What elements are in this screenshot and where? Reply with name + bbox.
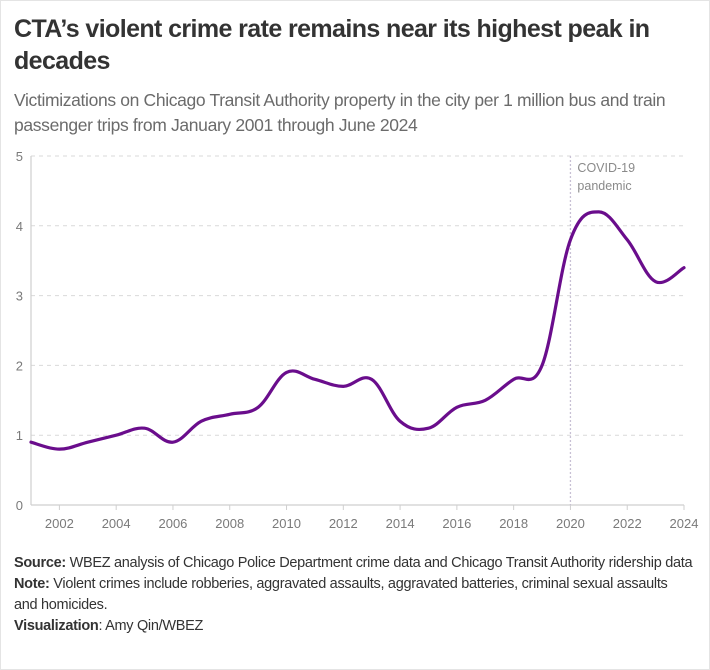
y-tick-label: 2 <box>16 358 23 373</box>
viz-text: : Amy Qin/WBEZ <box>98 618 204 634</box>
x-tick-label: 2024 <box>670 516 699 531</box>
x-tick-label: 2016 <box>442 516 471 531</box>
note: Note: Violent crimes include robberies, … <box>14 574 694 616</box>
y-tick-label: 0 <box>16 498 23 513</box>
chart-title: CTA’s violent crime rate remains near it… <box>14 15 650 75</box>
note-label: Note: <box>14 576 50 592</box>
chart-footer: Source: WBEZ analysis of Chicago Police … <box>14 553 694 637</box>
chart-subtitle: Victimizations on Chicago Transit Author… <box>14 90 666 135</box>
line-chart: 0 1 2 3 4 5 2002 2004 2006 2008 2010 2012 2014 2016 20… <box>16 149 699 531</box>
x-tick-label: 2020 <box>556 516 585 531</box>
x-tick-label: 2002 <box>45 516 74 531</box>
axes: 0 1 2 3 4 5 2002 2004 2006 2008 2010 2012 2014 2016 20… <box>16 149 699 531</box>
y-tick-label: 5 <box>16 149 23 164</box>
x-tick-label: 2014 <box>386 516 415 531</box>
series <box>29 210 686 451</box>
note-text: Violent crimes include robberies, aggrav… <box>14 576 668 613</box>
visualization-credit: Visualization: Amy Qin/WBEZ <box>14 616 694 637</box>
viz-label: Visualization <box>14 618 99 634</box>
gridlines <box>31 155 684 436</box>
annotation-label: COVID-19 <box>577 161 635 175</box>
y-tick-label: 1 <box>16 428 23 443</box>
source-text: WBEZ analysis of Chicago Police Departme… <box>65 555 693 571</box>
x-tick-label: 2012 <box>329 516 358 531</box>
series-line <box>29 210 686 451</box>
annotation-label: pandemic <box>577 179 631 193</box>
y-tick-label: 4 <box>16 219 23 234</box>
source-label: Source: <box>14 555 66 571</box>
x-tick-label: 2006 <box>158 516 187 531</box>
x-tick-label: 2010 <box>272 516 301 531</box>
x-tick-label: 2004 <box>102 516 131 531</box>
annotations: COVID-19 pandemic <box>569 156 635 505</box>
x-tick-label: 2022 <box>613 516 642 531</box>
y-tick-label: 3 <box>16 289 23 304</box>
x-tick-label: 2018 <box>499 516 528 531</box>
x-tick-label: 2008 <box>215 516 244 531</box>
source-note: Source: WBEZ analysis of Chicago Police … <box>14 553 694 574</box>
